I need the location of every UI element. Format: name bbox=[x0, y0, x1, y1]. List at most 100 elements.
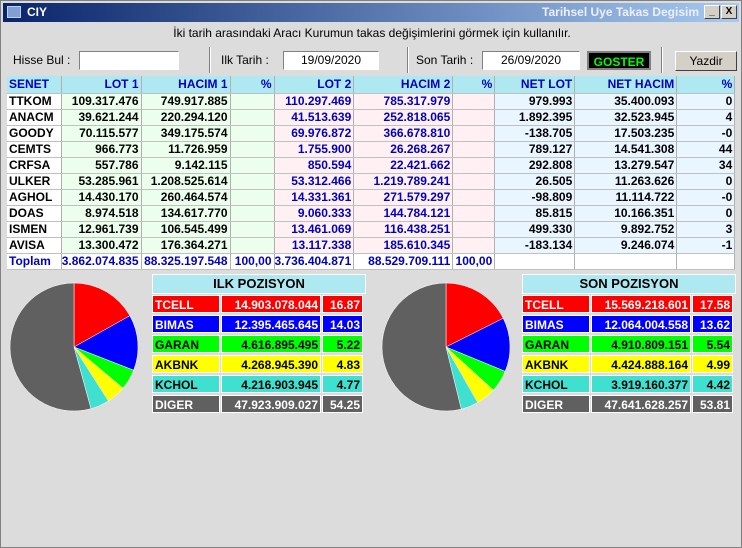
table-cell: 252.818.065 bbox=[354, 109, 453, 125]
table-row[interactable]: TTKOM 109.317.476 749.917.885 110.297.469 78… bbox=[7, 93, 735, 109]
last-position-percent: 13.62 bbox=[692, 315, 733, 333]
table-cell bbox=[453, 93, 495, 109]
table-cell: 13.461.069 bbox=[274, 221, 354, 237]
first-position-percent: 4.77 bbox=[322, 375, 363, 393]
first-position-row: GARAN 4.616.895.495 5.22 bbox=[152, 335, 366, 354]
table-cell bbox=[453, 109, 495, 125]
app-icon bbox=[7, 6, 21, 18]
table-cell: 979.993 bbox=[495, 93, 575, 109]
table-cell: 88.325.197.548 bbox=[141, 253, 230, 269]
first-position-stock-name: KCHOL bbox=[152, 375, 220, 393]
table-cell: 34 bbox=[677, 157, 735, 173]
print-button[interactable]: Yazdir bbox=[675, 51, 737, 71]
table-cell: 32.523.945 bbox=[575, 109, 677, 125]
table-cell: 14.331.361 bbox=[274, 189, 354, 205]
last-position-stock-name: GARAN bbox=[522, 335, 590, 353]
start-date-label: Ilk Tarih : bbox=[221, 53, 269, 67]
first-position-percent: 14.03 bbox=[322, 315, 363, 333]
table-row[interactable]: ULKER 53.285.961 1.208.525.614 53.312.466 1.… bbox=[7, 173, 735, 189]
table-cell: 41.513.639 bbox=[274, 109, 354, 125]
table-cell: 271.579.297 bbox=[354, 189, 453, 205]
minimize-button[interactable]: _ bbox=[704, 5, 720, 19]
first-position-value: 4.616.895.495 bbox=[221, 335, 321, 353]
table-cell: 53.312.466 bbox=[274, 173, 354, 189]
last-position-value: 4.910.809.151 bbox=[591, 335, 691, 353]
table-cell: 0 bbox=[677, 93, 735, 109]
title-bar[interactable]: CIY Tarihsel Uye Takas Degisim _ X bbox=[3, 3, 739, 22]
table-cell: 109.317.476 bbox=[61, 93, 141, 109]
start-date-input[interactable]: 19/09/2020 bbox=[283, 51, 379, 70]
column-header: SENET bbox=[7, 76, 61, 93]
first-position-pie-chart bbox=[8, 281, 140, 413]
column-header: % bbox=[677, 76, 735, 93]
table-cell: 53.285.961 bbox=[61, 173, 141, 189]
last-position-stock-name: BIMAS bbox=[522, 315, 590, 333]
table-cell: 116.438.251 bbox=[354, 221, 453, 237]
first-position-value: 14.903.078.044 bbox=[221, 295, 321, 313]
end-date-input[interactable]: 26/09/2020 bbox=[482, 51, 580, 70]
search-input[interactable] bbox=[79, 51, 179, 70]
table-cell bbox=[230, 125, 274, 141]
table-cell: -1 bbox=[677, 237, 735, 253]
takas-table[interactable]: SENET LOT 1 HACIM 1% LOT 2 HACIM 2% NET LOT NE… bbox=[7, 76, 735, 270]
close-button[interactable]: X bbox=[721, 5, 737, 19]
table-cell: 26.268.267 bbox=[354, 141, 453, 157]
table-cell: 100,00 bbox=[453, 253, 495, 269]
table-cell: ANACM bbox=[7, 109, 61, 125]
last-position-row: TCELL 15.569.218.601 17.58 bbox=[522, 295, 736, 314]
table-cell bbox=[677, 253, 735, 269]
column-header: HACIM 1 bbox=[141, 76, 230, 93]
table-cell bbox=[230, 189, 274, 205]
table-cell: AVISA bbox=[7, 237, 61, 253]
table-cell: 1.219.789.241 bbox=[354, 173, 453, 189]
table-row[interactable]: ISMEN 12.961.739 106.545.499 13.461.069 116.… bbox=[7, 221, 735, 237]
table-cell: 3.736.404.871 bbox=[274, 253, 354, 269]
table-row[interactable]: CEMTS 966.773 11.726.959 1.755.900 26.268.26… bbox=[7, 141, 735, 157]
last-position-panel: SON POZISYON TCELL 15.569.218.601 17.58 BIMA… bbox=[522, 274, 736, 416]
table-cell: 850.594 bbox=[274, 157, 354, 173]
first-position-row: BIMAS 12.395.465.645 14.03 bbox=[152, 315, 366, 334]
table-cell: 26.505 bbox=[495, 173, 575, 189]
table-cell: 17.503.235 bbox=[575, 125, 677, 141]
show-button[interactable]: GOSTER bbox=[587, 51, 651, 70]
table-cell: 12.961.739 bbox=[61, 221, 141, 237]
table-cell: 70.115.577 bbox=[61, 125, 141, 141]
last-position-stock-name: DIGER bbox=[522, 395, 590, 413]
last-position-row: KCHOL 3.919.160.377 4.42 bbox=[522, 375, 736, 394]
table-cell: 35.400.093 bbox=[575, 93, 677, 109]
last-position-pie-chart bbox=[380, 281, 512, 413]
table-cell: -183.134 bbox=[495, 237, 575, 253]
table-cell: -0 bbox=[677, 125, 735, 141]
table-total-row[interactable]: Toplam 3.862.074.835 88.325.197.548 100,00 3… bbox=[7, 253, 735, 269]
last-position-stock-name: TCELL bbox=[522, 295, 590, 313]
table-cell: -138.705 bbox=[495, 125, 575, 141]
search-label: Hisse Bul : bbox=[13, 53, 70, 67]
table-row[interactable]: GOODY 70.115.577 349.175.574 69.976.872 366.… bbox=[7, 125, 735, 141]
last-position-row: GARAN 4.910.809.151 5.54 bbox=[522, 335, 736, 354]
table-cell: 85.815 bbox=[495, 205, 575, 221]
table-row[interactable]: ANACM 39.621.244 220.294.120 41.513.639 252.… bbox=[7, 109, 735, 125]
table-cell: 44 bbox=[677, 141, 735, 157]
first-position-value: 4.216.903.945 bbox=[221, 375, 321, 393]
table-row[interactable]: DOAS 8.974.518 134.617.770 9.060.333 144.784… bbox=[7, 205, 735, 221]
table-cell: 11.726.959 bbox=[141, 141, 230, 157]
table-cell: 13.279.547 bbox=[575, 157, 677, 173]
last-position-percent: 4.99 bbox=[692, 355, 733, 373]
table-row[interactable]: CRFSA 557.786 9.142.115 850.594 22.421.662 29… bbox=[7, 157, 735, 173]
first-position-value: 12.395.465.645 bbox=[221, 315, 321, 333]
last-position-row: DIGER 47.641.628.257 53.81 bbox=[522, 395, 736, 414]
table-row[interactable]: AVISA 13.300.472 176.364.271 13.117.338 185.… bbox=[7, 237, 735, 253]
table-row[interactable]: AGHOL 14.430.170 260.464.574 14.331.361 271.… bbox=[7, 189, 735, 205]
table-cell: 176.364.271 bbox=[141, 237, 230, 253]
table-cell: 4 bbox=[677, 109, 735, 125]
column-header: LOT 1 bbox=[61, 76, 141, 93]
table-cell: GOODY bbox=[7, 125, 61, 141]
table-cell bbox=[453, 237, 495, 253]
table-cell: -98.809 bbox=[495, 189, 575, 205]
first-position-value: 47.923.909.027 bbox=[221, 395, 321, 413]
table-cell bbox=[230, 109, 274, 125]
table-header[interactable]: SENET LOT 1 HACIM 1% LOT 2 HACIM 2% NET LOT NE… bbox=[7, 76, 735, 93]
table-cell: 110.297.469 bbox=[274, 93, 354, 109]
last-position-percent: 5.54 bbox=[692, 335, 733, 353]
table-cell: 789.127 bbox=[495, 141, 575, 157]
